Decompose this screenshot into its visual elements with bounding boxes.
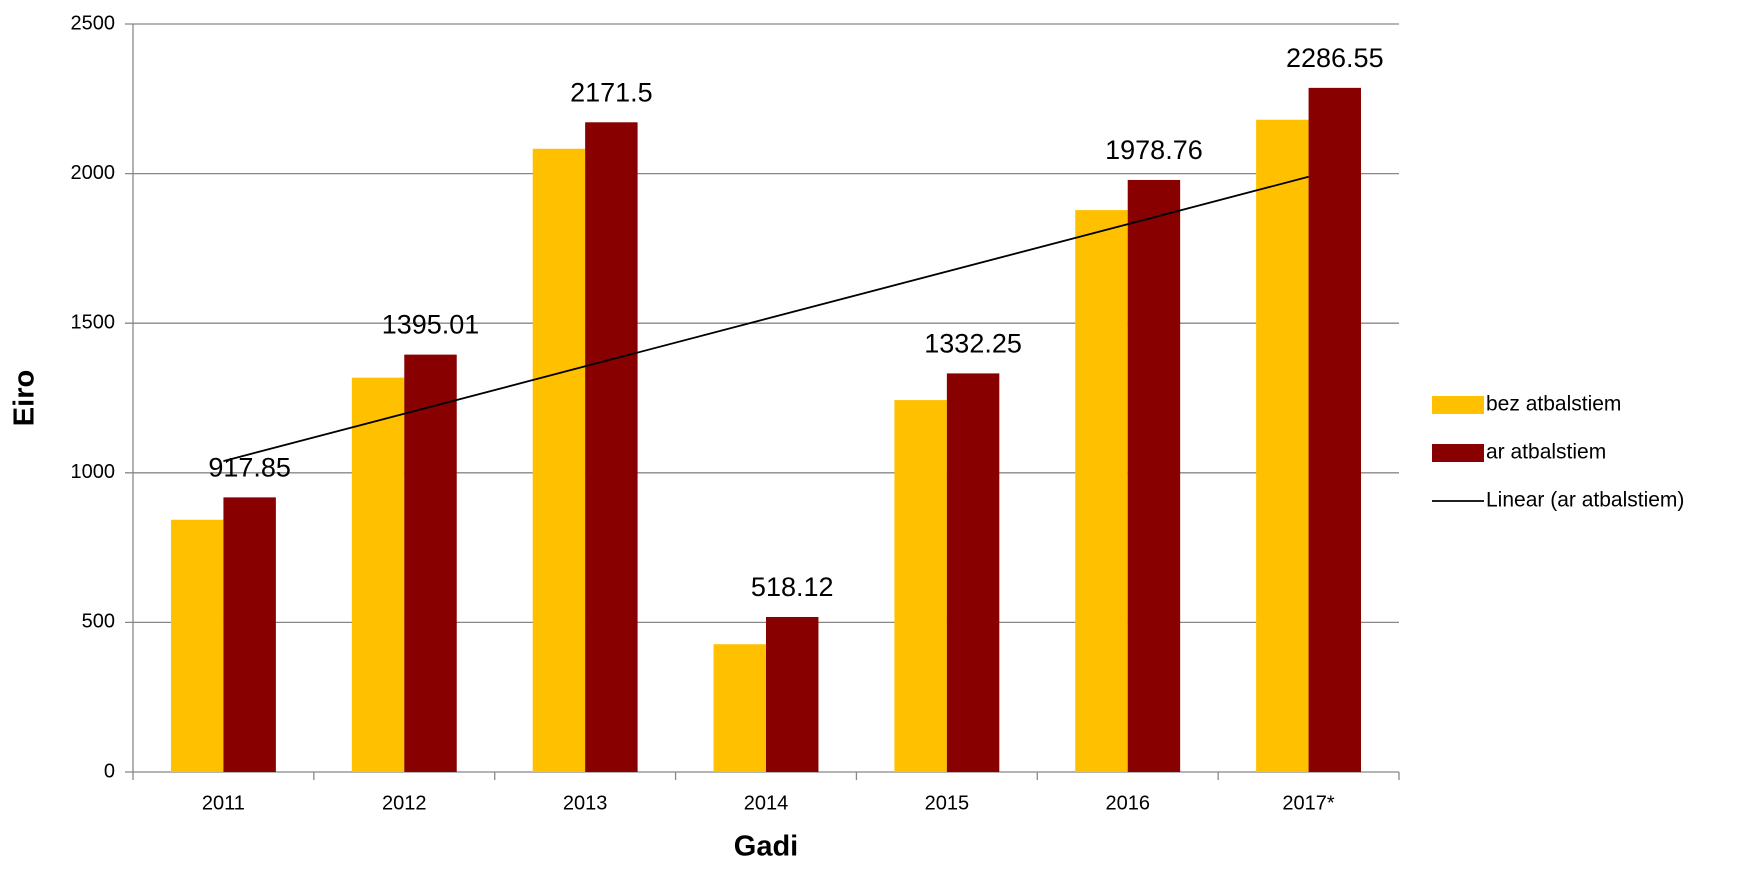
x-tick-label: 2013 (563, 792, 608, 814)
bar (1127, 179, 1181, 772)
x-tick-label: 2011 (202, 792, 245, 814)
x-tick-label: 2014 (744, 792, 789, 814)
data-label: 518.12 (751, 572, 834, 602)
x-tick-label: 2012 (382, 792, 427, 814)
data-label: 1978.76 (1105, 135, 1203, 165)
legend-swatch (1432, 396, 1484, 414)
y-tick-label: 0 (104, 760, 115, 782)
data-label: 917.85 (208, 453, 291, 483)
bar (223, 497, 276, 772)
data-label: 2171.5 (570, 77, 653, 107)
bar (170, 519, 224, 772)
y-tick-label: 1500 (71, 311, 116, 333)
bar (894, 400, 947, 772)
bar (532, 148, 586, 772)
data-label: 2286.55 (1286, 43, 1384, 73)
legend-label: Linear (ar atbalstiem) (1486, 489, 1684, 512)
bar (766, 616, 819, 772)
bar (404, 354, 457, 772)
legend-label: ar atbalstiem (1486, 441, 1606, 464)
legend-swatch (1432, 444, 1484, 462)
x-tick-label: 2017* (1282, 792, 1334, 814)
bar (1075, 210, 1128, 772)
bar (946, 373, 1000, 772)
legend-label: bez atbalstiem (1486, 393, 1621, 416)
y-tick-label: 500 (82, 611, 115, 633)
bar (1308, 87, 1362, 772)
bar (1256, 119, 1309, 772)
y-tick-label: 1000 (71, 461, 116, 483)
x-axis-title: Gadi (734, 831, 798, 863)
y-axis-title: Eiro (9, 370, 41, 426)
x-tick-label: 2015 (925, 792, 970, 814)
bar (713, 644, 766, 772)
y-tick-label: 2500 (71, 12, 116, 34)
bar (351, 377, 405, 772)
bar (585, 122, 638, 772)
y-tick-label: 2000 (71, 162, 116, 184)
x-tick-label: 2016 (1105, 792, 1150, 814)
trendline (223, 175, 1309, 462)
data-label: 1332.25 (924, 329, 1022, 359)
data-label: 1395.01 (382, 310, 480, 340)
